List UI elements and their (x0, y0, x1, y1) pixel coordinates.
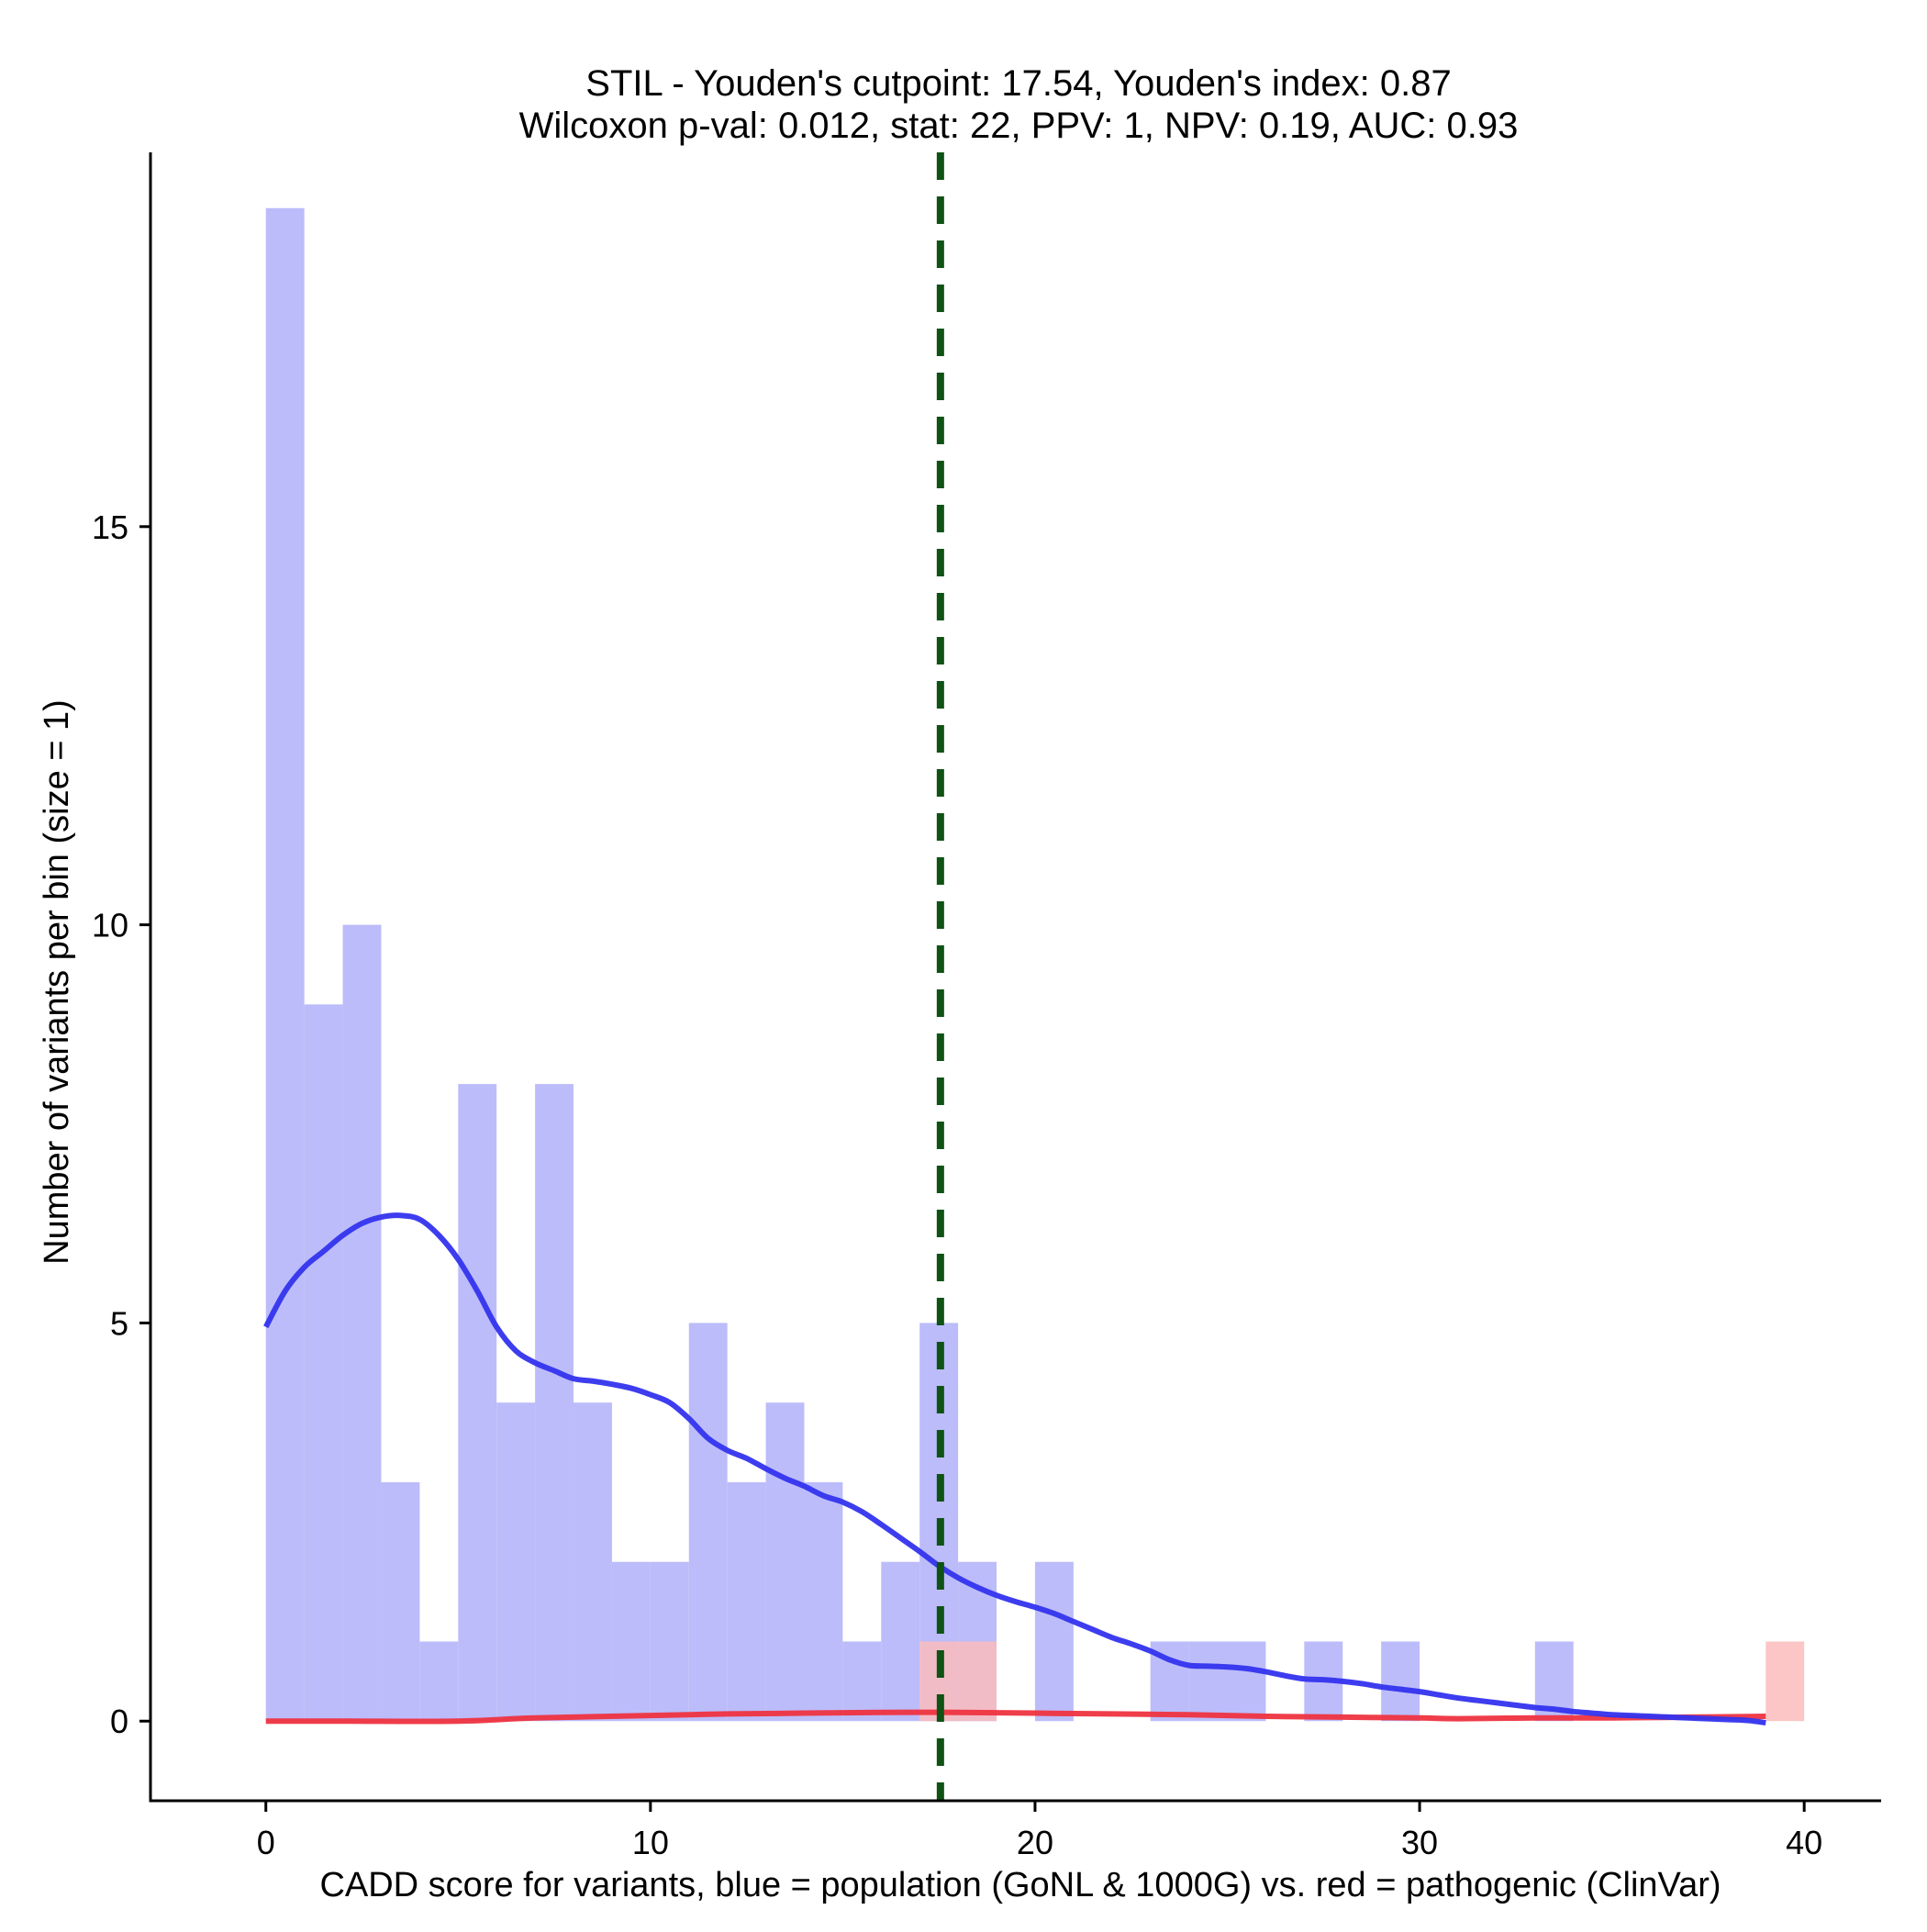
x-tick-label-20: 20 (1017, 1824, 1053, 1861)
population-bar-7 (535, 1084, 574, 1722)
population-bar-15 (842, 1641, 882, 1722)
y-tick-label-15: 15 (92, 508, 128, 546)
y-tick-label-0: 0 (110, 1703, 128, 1740)
population-bar-6 (496, 1402, 536, 1722)
population-bar-8 (574, 1402, 612, 1722)
x-tick-label-30: 30 (1401, 1824, 1438, 1861)
x-tick-label-0: 0 (257, 1824, 275, 1861)
population-bar-12 (727, 1481, 766, 1722)
population-bars (265, 207, 1574, 1722)
x-tick-label-40: 40 (1786, 1824, 1822, 1861)
chart-title-line-1: STIL - Youden's cutpoint: 17.54, Youden'… (585, 63, 1451, 104)
pathogenic-bars (919, 1641, 1805, 1722)
y-axis-label: Number of variants per bin (size = 1) (38, 699, 76, 1265)
axes: 0 10 20 30 40 0 5 10 15 (92, 152, 1881, 1861)
pathogenic-density-line (265, 1709, 1766, 1725)
population-bar-2 (342, 924, 382, 1722)
pathogenic-bar-39 (1765, 1641, 1805, 1722)
x-tick-label-10: 10 (632, 1824, 669, 1861)
population-bar-1 (304, 1004, 343, 1722)
population-bar-29 (1381, 1641, 1420, 1722)
y-tick-label-10: 10 (92, 907, 128, 944)
population-bar-25 (1227, 1641, 1266, 1722)
pathogenic-bar-18 (958, 1641, 997, 1722)
x-axis-label: CADD score for variants, blue = populati… (319, 1866, 1721, 1904)
population-bar-3 (381, 1481, 420, 1722)
population-bar-5 (458, 1084, 497, 1722)
chart-title-line-2: Wilcoxon p-val: 0.012, stat: 22, PPV: 1,… (519, 106, 1519, 146)
population-bar-20 (1034, 1561, 1074, 1722)
density-curves (263, 1212, 1766, 1725)
population-bar-13 (765, 1402, 805, 1722)
population-bar-4 (419, 1641, 459, 1722)
population-bar-0 (265, 207, 305, 1722)
population-bar-10 (650, 1561, 689, 1722)
population-density-line (263, 1212, 1766, 1725)
population-bar-9 (611, 1561, 651, 1722)
population-bar-16 (881, 1561, 920, 1722)
population-bar-14 (804, 1481, 843, 1722)
population-bar-24 (1188, 1641, 1228, 1722)
y-tick-label-5: 5 (110, 1304, 128, 1342)
population-bar-11 (688, 1323, 728, 1722)
